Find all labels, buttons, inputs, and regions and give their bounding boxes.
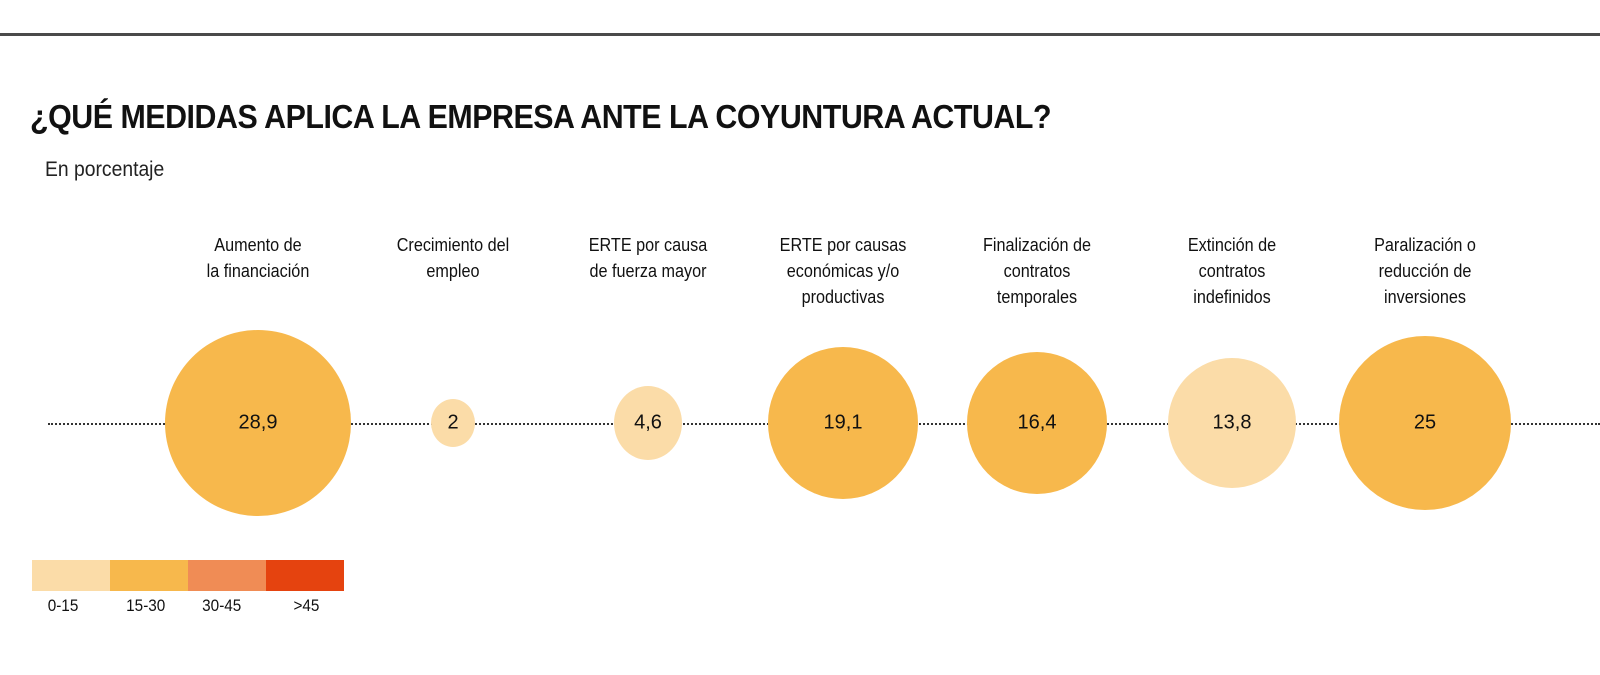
legend-label: 15-30 (126, 596, 166, 615)
bubble-crecimiento-empleo (431, 399, 475, 447)
bubble-extincion-indefinidos (1168, 358, 1296, 488)
color-legend (32, 560, 344, 591)
category-label: ERTE por causas económicas y/o productivas (779, 235, 907, 307)
top-divider (0, 33, 1600, 36)
value-label: 2 (447, 411, 459, 434)
value-label: 13,8 (1212, 411, 1252, 434)
legend-label: 30-45 (202, 596, 242, 615)
chart-title: ¿QUÉ MEDIDAS APLICA LA EMPRESA ANTE LA C… (30, 98, 1052, 135)
legend-swatch-0-15 (32, 560, 110, 591)
bubble-paralizacion-inversiones (1339, 336, 1511, 510)
legend-swatch-15-30 (110, 560, 188, 591)
value-label: 19,1 (823, 411, 863, 434)
category-label: Paralización o reducción de inversiones (1374, 235, 1476, 307)
legend-label: >45 (293, 596, 320, 615)
category-label: Aumento de la financiación (206, 235, 310, 281)
bubble-erte-fuerza-mayor (614, 386, 682, 460)
category-label: ERTE por causa de fuerza mayor (588, 235, 708, 281)
category-label: Crecimiento del empleo (396, 235, 510, 281)
value-label: 25 (1413, 411, 1437, 434)
legend-swatch-over-45 (266, 560, 344, 591)
bubble-aumento-financiacion (165, 330, 351, 516)
legend-labels: 0-15 15-30 30-45 >45 (32, 596, 352, 620)
category-label: Finalización de contratos temporales (982, 235, 1092, 307)
bubble-finalizacion-temporales (967, 352, 1107, 494)
chart-subtitle: En porcentaje (45, 158, 165, 181)
legend-label: 0-15 (47, 596, 79, 615)
value-label: 4,6 (634, 411, 662, 434)
legend-swatch-30-45 (188, 560, 266, 591)
value-label: 28,9 (238, 411, 278, 434)
category-label: Extinción de contratos indefinidos (1187, 235, 1277, 307)
bubble-erte-economicas (768, 347, 918, 499)
value-label: 16,4 (1017, 411, 1057, 434)
